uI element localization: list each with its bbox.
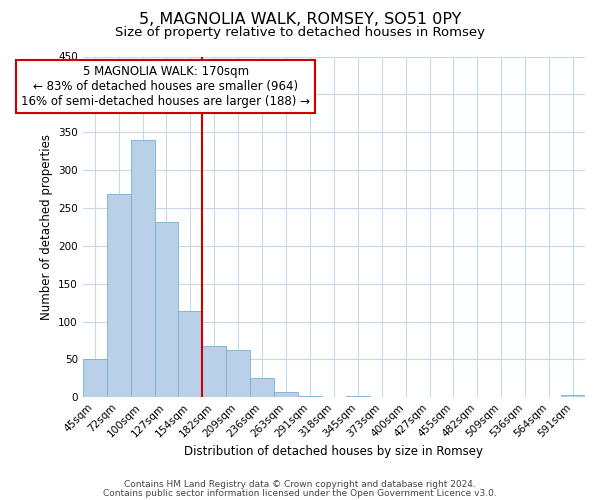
Text: Size of property relative to detached houses in Romsey: Size of property relative to detached ho…: [115, 26, 485, 39]
Bar: [107, 194, 131, 397]
Text: 5 MAGNOLIA WALK: 170sqm
← 83% of detached houses are smaller (964)
16% of semi-d: 5 MAGNOLIA WALK: 170sqm ← 83% of detache…: [21, 65, 310, 108]
Bar: [155, 222, 178, 397]
Text: 5, MAGNOLIA WALK, ROMSEY, SO51 0PY: 5, MAGNOLIA WALK, ROMSEY, SO51 0PY: [139, 12, 461, 28]
Bar: [561, 395, 585, 397]
Bar: [178, 311, 202, 397]
Bar: [274, 392, 298, 397]
Bar: [250, 378, 274, 397]
Bar: [83, 360, 107, 397]
Bar: [226, 350, 250, 397]
Bar: [346, 396, 370, 397]
Text: Contains HM Land Registry data © Crown copyright and database right 2024.: Contains HM Land Registry data © Crown c…: [124, 480, 476, 489]
Text: Contains public sector information licensed under the Open Government Licence v3: Contains public sector information licen…: [103, 488, 497, 498]
X-axis label: Distribution of detached houses by size in Romsey: Distribution of detached houses by size …: [184, 444, 484, 458]
Bar: [298, 396, 322, 397]
Bar: [131, 140, 155, 397]
Bar: [202, 346, 226, 397]
Y-axis label: Number of detached properties: Number of detached properties: [40, 134, 53, 320]
